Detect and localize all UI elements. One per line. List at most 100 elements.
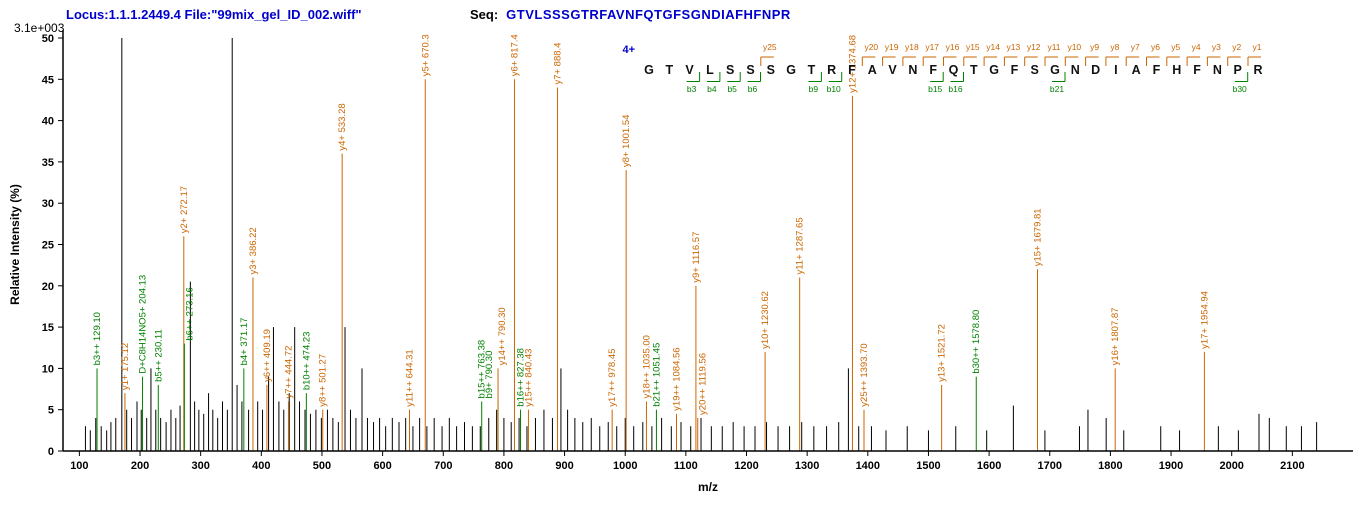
peak-label: y8++ 501.27 (318, 354, 329, 407)
sequence-residue: S (726, 63, 734, 77)
peak-label: b30++ 1578.80 (971, 310, 982, 374)
peak-label: y19++ 1084.56 (671, 347, 682, 410)
y-tick-label: 30 (42, 198, 54, 210)
peak-label: y12+ 1374.68 (847, 35, 858, 93)
y-ion-tick-label: y13 (1007, 42, 1021, 52)
x-tick-label: 800 (495, 460, 513, 472)
peak-label: y6+ 817.4 (509, 34, 520, 76)
x-tick-label: 400 (252, 460, 270, 472)
x-tick-label: 100 (70, 460, 88, 472)
x-tick-label: 1400 (856, 460, 880, 472)
x-tick-label: 1500 (916, 460, 940, 472)
sequence-residue: R (1253, 63, 1262, 77)
sequence-residue: G (989, 63, 999, 77)
peak-label: y7+ 888.4 (553, 43, 564, 85)
y-tick-label: 0 (48, 446, 54, 458)
x-tick-label: 1100 (674, 460, 698, 472)
peak-label: y17++ 978.45 (607, 349, 618, 407)
peaks-group (84, 38, 1318, 451)
y-axis-title: Relative Intensity (%) (8, 184, 22, 305)
y-ion-tick-label: y18 (905, 42, 919, 52)
locus-file-label: Locus:1.1.1.2449.4 File:"99mix_gel_ID_00… (66, 7, 362, 22)
x-tick-label: 1900 (1159, 460, 1183, 472)
b-ion-tick-label: b4 (707, 84, 717, 94)
b-ion-tick-label: b15 (928, 84, 942, 94)
x-tick-label: 1300 (795, 460, 819, 472)
peak-label: y9+ 1116.57 (691, 232, 702, 283)
charge-state-label: 4+ (622, 44, 635, 56)
y-ion-tick-label: y17 (925, 42, 939, 52)
peak-label: b16++ 827.38 (516, 348, 527, 407)
sequence-residue: A (1132, 63, 1141, 77)
b-ion-tick-label: b16 (948, 84, 962, 94)
peak-label: y4+ 533.28 (337, 103, 348, 150)
max-intensity-label: 3.1e+003 (14, 21, 65, 35)
peak-label: b6++ 273.16 (184, 287, 195, 340)
y-tick-label: 45 (42, 74, 54, 86)
sequence-header: Seq: GTVLSSSGTRFAVNFQTGFSGNDIAFHFNPR (470, 7, 791, 22)
y-ion-tick-label: y4 (1192, 42, 1201, 52)
peak-label: y20++ 1119.56 (698, 353, 709, 415)
peak-label: y2+ 272.17 (179, 186, 190, 233)
sequence-residue: P (1234, 63, 1242, 77)
peak-label: b3++ 129.10 (92, 312, 103, 365)
b-ion-tick-label: b3 (687, 84, 697, 94)
y-ion-tick-label: y12 (1027, 42, 1041, 52)
sequence-residue: G (786, 63, 796, 77)
y-ion-tick-label: y10 (1067, 42, 1081, 52)
x-tick-label: 1600 (977, 460, 1001, 472)
b-ion-tick-label: b10 (827, 84, 841, 94)
y-ion-tick-label: y11 (1047, 42, 1060, 52)
x-tick-label: 500 (313, 460, 331, 472)
sequence-residue: S (767, 63, 775, 77)
peak-label: y11+ 1287.65 (795, 217, 806, 274)
sequence-residue: T (808, 63, 816, 77)
peak-label: y10+ 1230.62 (760, 291, 771, 349)
seq-label: Seq: (470, 7, 499, 22)
peak-label: y13+ 1521.72 (937, 324, 948, 382)
peak-label: y3+ 386.22 (248, 227, 259, 274)
y-ion-tick-label: y1 (1253, 42, 1262, 52)
peak-label: b10++ 474.23 (301, 332, 312, 391)
sequence-residue: F (1011, 63, 1019, 77)
peak-label: y15++ 840.43 (523, 349, 534, 407)
x-tick-label: 900 (555, 460, 573, 472)
y-tick-label: 10 (42, 363, 54, 375)
peak-label: b9+ 790.30 (484, 351, 495, 399)
peak-label: y7++ 444.72 (283, 346, 294, 399)
peak-label: b21++ 1051.45 (651, 343, 662, 407)
sequence-residue: S (1031, 63, 1039, 77)
axes-group: 100 200 300 400 500 600 700 800 900 1000 1100 1200 1… (8, 30, 1353, 494)
peak-label: y25++ 1393.70 (859, 343, 870, 406)
y-ion-tick-label: y14 (986, 42, 1000, 52)
peak-label: y16+ 1807.87 (1110, 308, 1121, 366)
y-ion-tick-label: y16 (946, 42, 960, 52)
sequence-residue: T (665, 63, 673, 77)
sequence-residue: F (929, 63, 937, 77)
y-ion-tick-label: y15 (966, 42, 980, 52)
sequence-residue: D (1091, 63, 1100, 77)
sequence-residue: F (848, 63, 856, 77)
sequence-residue: H (1172, 63, 1181, 77)
y-tick-label: 40 (42, 116, 54, 128)
x-tick-label: 700 (434, 460, 452, 472)
y-ion-tick-label: y2 (1232, 42, 1241, 52)
y-ion-tick-label: y25 (763, 42, 777, 52)
x-tick-label: 1200 (734, 460, 758, 472)
peak-label: y15+ 1679.81 (1033, 208, 1044, 266)
y-tick-label: 15 (42, 322, 54, 334)
y-tick-label: 20 (42, 281, 54, 293)
peak-label: y14++ 790.30 (497, 307, 508, 365)
x-tick-label: 1700 (1038, 460, 1062, 472)
peak-label: y17+ 1954.94 (1199, 291, 1210, 349)
x-tick-label: 300 (191, 460, 209, 472)
sequence-residue: F (1153, 63, 1161, 77)
y-tick-label: 25 (42, 240, 54, 252)
peak-label: D+C8H14NO5+ 204.13 (138, 275, 149, 374)
b-ion-tick-label: b30 (1233, 84, 1247, 94)
peptide-sequence-text: GTVLSSSGTRFAVNFQTGFSGNDIAFHFNPR (506, 7, 791, 22)
sequence-residue: F (1193, 63, 1201, 77)
